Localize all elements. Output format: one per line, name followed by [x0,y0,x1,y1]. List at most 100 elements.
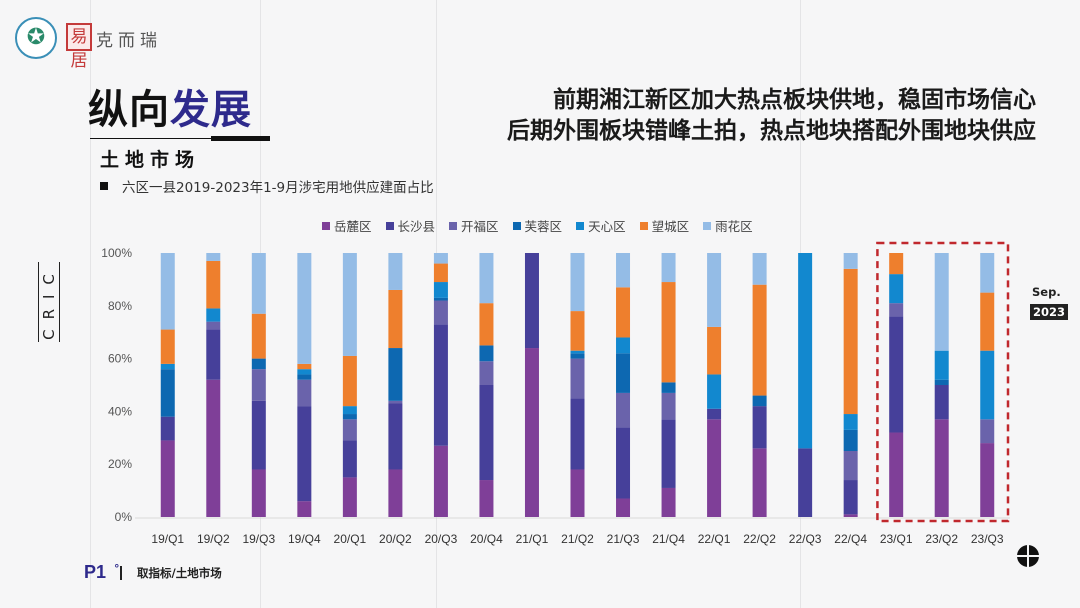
bar-segment [798,448,813,517]
x-tick-label: 19/Q1 [151,532,184,546]
bar-segment [661,419,676,488]
bar-segment [251,358,266,370]
bar-segment [524,348,539,517]
bar-segment [479,253,494,304]
bar-segment [524,253,539,349]
bar-segment [616,427,631,499]
bar-segment [661,382,676,393]
bar-segment [297,374,312,380]
bar-segment [206,379,221,517]
legend-label: 岳麓区 [334,219,372,234]
highlight-box [876,241,1010,523]
bar-segment [160,416,175,441]
bullet-square-icon [100,182,108,190]
x-tick-label: 20/Q3 [425,532,458,546]
x-tick-label: 20/Q2 [379,532,412,546]
x-tick-label: 21/Q2 [561,532,594,546]
bar-segment [752,406,767,449]
bar-segment [616,337,631,354]
legend-item: 望城区 [639,216,689,235]
bar-segment [843,414,858,430]
bar-segment [251,400,266,470]
x-tick-label: 22/Q1 [698,532,731,546]
bar-segment [433,282,448,298]
bar-segment [433,263,448,283]
x-tick-label: 19/Q2 [197,532,230,546]
bar-segment [752,448,767,517]
bar-segment [707,253,722,327]
y-tick-label: 40% [108,404,132,418]
y-tick-label: 80% [108,299,132,313]
bar-segment [934,385,949,420]
legend-label: 雨花区 [715,219,753,234]
bar-segment [160,363,175,370]
page-mark: ° [114,562,120,575]
legend-swatch [639,221,648,230]
section-title-part2: 发展 [170,87,252,133]
bar-segment [843,253,858,269]
bar-segment [843,514,858,517]
bar-segment [388,403,403,470]
bar-segment [570,469,585,517]
bar-segment [570,358,585,399]
chart-caption: 六区一县2019-2023年1-9月涉宅用地供应建面占比 [100,176,434,196]
bar-segment [934,253,949,351]
legend-swatch [576,221,585,230]
bar-segment [570,353,585,359]
bar-segment [934,350,949,380]
bar-segment [206,253,221,261]
bar-segment [889,432,904,517]
bar-segment [342,253,357,356]
bar-segment [707,326,722,375]
bar-segment [388,289,403,349]
bar-segment [616,498,631,517]
x-tick-label: 23/Q1 [880,532,913,546]
bar-segment [752,253,767,285]
page-number: P1 [84,562,107,582]
legend-item: 芙蓉区 [512,216,562,235]
legend-swatch [449,221,458,230]
bar-segment [752,284,767,396]
y-tick-label: 100% [101,246,132,260]
bar-segment [843,268,858,415]
title-underline [90,138,270,139]
bar-segment [479,385,494,481]
x-tick-label: 19/Q3 [242,532,275,546]
bar-segment [980,419,995,444]
legend-item: 开福区 [449,216,499,235]
x-tick-label: 21/Q4 [652,532,685,546]
company-logo: ✪ [15,17,57,59]
chart-caption-text: 六区一县2019-2023年1-9月涉宅用地供应建面占比 [122,180,434,196]
crosshair-icon [1017,545,1039,567]
bar-segment [616,392,631,428]
bar-segment [388,348,403,401]
legend-item: 天心区 [576,216,626,235]
bar-segment [433,445,448,517]
bar-segment [889,303,904,317]
bar-segment [980,253,995,293]
legend-label: 开福区 [461,219,499,234]
x-tick-label: 21/Q1 [516,532,549,546]
bar-segment [433,300,448,325]
bar-segment [433,297,448,301]
bar-segment [479,361,494,385]
bar-segment [479,480,494,517]
bar-segment [297,369,312,375]
x-tick-label: 19/Q4 [288,532,321,546]
bar-segment [707,408,722,420]
year-badge: 2023 [1030,304,1069,320]
x-tick-label: 21/Q3 [607,532,640,546]
bar-segment [251,313,266,359]
bar-segment [616,353,631,393]
bar-segment [889,253,904,275]
bar-segment [934,379,949,385]
bar-segment [843,429,858,451]
legend-swatch [322,221,330,230]
chart-legend: 岳麓区 长沙县 开福区 芙蓉区 天心区 望城区 雨花区 [322,216,753,235]
footer-divider [120,566,122,580]
y-tick-label: 60% [108,352,132,366]
x-tick-label: 20/Q4 [470,532,503,546]
bar-segment [342,355,357,407]
bar-segment [616,253,631,288]
